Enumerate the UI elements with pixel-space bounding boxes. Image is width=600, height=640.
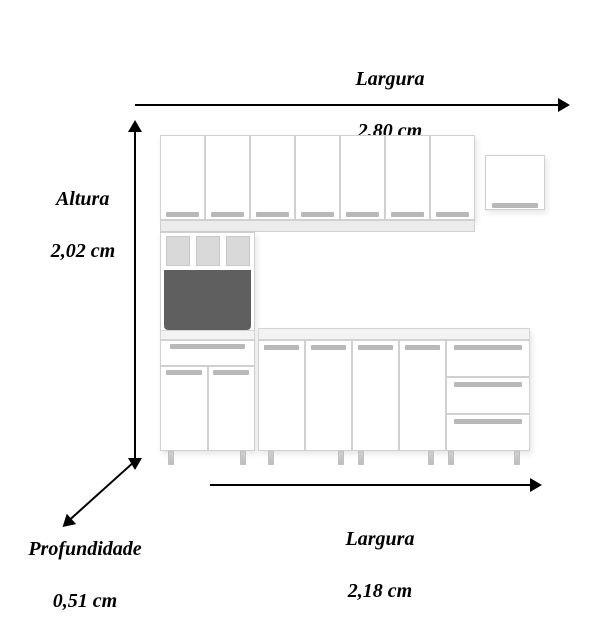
base-door — [305, 340, 352, 451]
handle — [454, 419, 522, 424]
label-depth-name: Profundidade — [28, 538, 141, 560]
handle — [346, 212, 379, 217]
handle — [166, 212, 199, 217]
label-base-width-name: Largura — [346, 528, 415, 550]
tall-door-left — [160, 366, 208, 451]
cubby — [166, 236, 190, 266]
handle — [256, 212, 289, 217]
leg — [268, 451, 274, 465]
label-height-name: Altura — [56, 188, 109, 210]
oven-niche — [164, 270, 251, 330]
mid-shelf — [160, 220, 475, 232]
handle — [311, 345, 346, 350]
arrow-left-head-up — [128, 120, 142, 132]
arrow-left — [134, 130, 136, 460]
handle — [213, 370, 249, 375]
handle — [454, 345, 522, 350]
handle — [436, 212, 469, 217]
label-height: Altura 2,02 cm — [18, 160, 128, 290]
cubby — [226, 236, 250, 266]
handle — [301, 212, 334, 217]
leg — [168, 451, 174, 465]
leg — [240, 451, 246, 465]
arrow-bottom — [210, 484, 530, 486]
leg — [514, 451, 520, 465]
label-base-width: Largura 2,18 cm — [290, 500, 450, 630]
handle — [358, 345, 393, 350]
handle — [454, 382, 522, 387]
upper-door — [430, 135, 475, 220]
upper-door — [205, 135, 250, 220]
leg — [428, 451, 434, 465]
upper-door — [385, 135, 430, 220]
base-counter — [258, 328, 530, 340]
handle — [492, 203, 538, 208]
handle — [211, 212, 244, 217]
leg — [358, 451, 364, 465]
label-top-width-name: Largura — [356, 68, 425, 90]
diagram-canvas: Largura 2,80 cm Altura 2,02 cm Profundid… — [0, 0, 600, 600]
arrow-bottom-head — [530, 478, 542, 492]
handle — [264, 345, 299, 350]
leg — [338, 451, 344, 465]
handle — [170, 344, 245, 349]
base-door — [399, 340, 446, 451]
tall-door-right — [208, 366, 255, 451]
base-door — [258, 340, 305, 451]
upper-door — [340, 135, 385, 220]
upper-small-cabinet — [485, 155, 545, 210]
arrow-top — [135, 104, 558, 106]
arrow-top-head — [558, 98, 570, 112]
handle — [166, 370, 202, 375]
label-height-value: 2,02 cm — [51, 240, 115, 262]
tall-counter — [160, 330, 255, 340]
upper-door — [250, 135, 295, 220]
handle — [391, 212, 424, 217]
label-depth-value: 0,51 cm — [53, 590, 117, 612]
handle — [405, 345, 440, 350]
upper-door — [160, 135, 205, 220]
label-base-width-value: 2,18 cm — [348, 580, 412, 602]
base-door — [352, 340, 399, 451]
upper-door — [295, 135, 340, 220]
leg — [448, 451, 454, 465]
cubby — [196, 236, 220, 266]
label-depth: Profundidade 0,51 cm — [0, 510, 160, 640]
